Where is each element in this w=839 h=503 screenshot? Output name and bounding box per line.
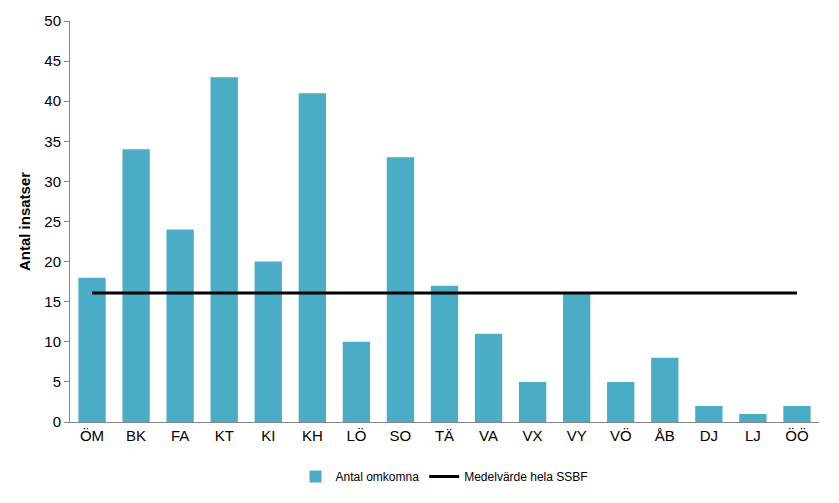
svg-text:35: 35: [44, 133, 61, 150]
svg-text:TÄ: TÄ: [435, 427, 454, 444]
svg-text:20: 20: [44, 253, 61, 270]
svg-text:KH: KH: [302, 427, 323, 444]
svg-text:40: 40: [44, 92, 61, 109]
svg-text:5: 5: [53, 373, 61, 390]
svg-text:KI: KI: [261, 427, 275, 444]
svg-text:30: 30: [44, 173, 61, 190]
svg-text:VÖ: VÖ: [610, 427, 632, 444]
svg-text:BK: BK: [126, 427, 146, 444]
svg-text:45: 45: [44, 52, 61, 69]
svg-text:25: 25: [44, 213, 61, 230]
svg-text:ÖM: ÖM: [80, 427, 104, 444]
svg-text:Antal insatser: Antal insatser: [16, 172, 33, 271]
svg-text:LÖ: LÖ: [346, 427, 366, 444]
svg-text:Medelvärde hela SSBF: Medelvärde hela SSBF: [464, 470, 587, 484]
svg-text:VY: VY: [567, 427, 587, 444]
svg-text:DJ: DJ: [700, 427, 718, 444]
svg-text:Antal omkomna: Antal omkomna: [336, 470, 420, 484]
svg-text:10: 10: [44, 333, 61, 350]
svg-text:0: 0: [53, 413, 61, 430]
svg-text:15: 15: [44, 293, 61, 310]
svg-text:KT: KT: [215, 427, 234, 444]
svg-text:SO: SO: [390, 427, 412, 444]
svg-text:VA: VA: [479, 427, 498, 444]
svg-text:ÖÖ: ÖÖ: [785, 427, 808, 444]
svg-text:VX: VX: [523, 427, 543, 444]
svg-text:LJ: LJ: [745, 427, 761, 444]
svg-text:FA: FA: [171, 427, 189, 444]
svg-text:ÅB: ÅB: [655, 427, 675, 444]
svg-text:50: 50: [44, 12, 61, 29]
